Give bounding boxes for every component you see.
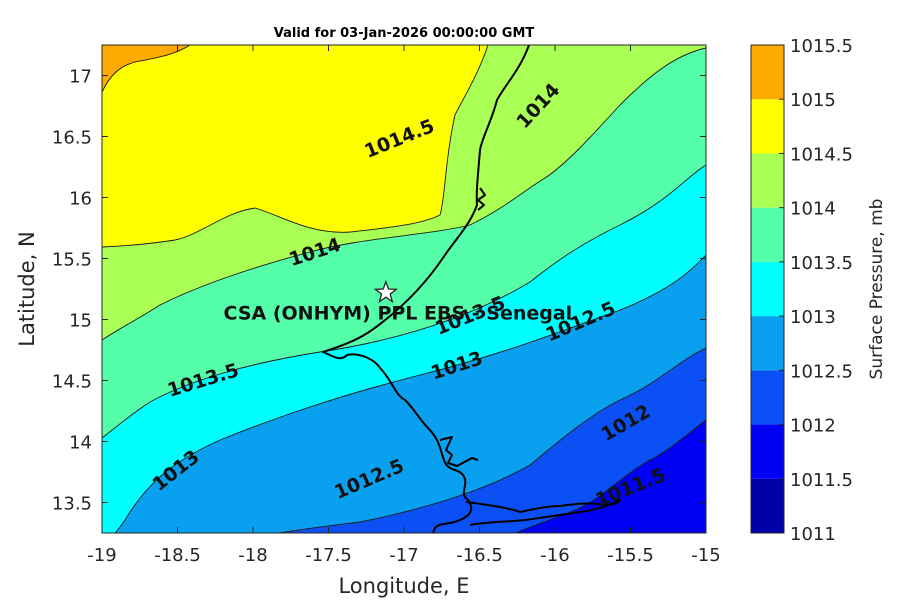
contour-line <box>279 347 706 533</box>
colorbar-tick-label: 1011 <box>790 524 836 545</box>
colorbar-tick-label: 1012.5 <box>790 361 853 382</box>
y-tick-label: 14 <box>69 433 92 454</box>
colorbar-segment <box>751 316 784 371</box>
y-tick-label: 13.5 <box>52 494 92 515</box>
colorbar-tick-label: 1015.5 <box>790 36 853 57</box>
colorbar-tick-label: 1011.5 <box>790 470 853 491</box>
band-1015 <box>102 45 190 92</box>
colorbar-segment <box>751 261 784 317</box>
contour-line <box>102 45 191 93</box>
colorbar-segment <box>751 478 784 533</box>
border-path <box>439 436 479 467</box>
colorbar-segment <box>751 99 784 154</box>
colorbar-tick-label: 1013.5 <box>790 253 853 274</box>
x-tick-label: -17 <box>389 545 418 566</box>
y-tick-label: 17 <box>69 67 92 88</box>
colorbar: 1011 1011.5 1012 1012.5 1013 1013.5 1014 1014.5… <box>750 36 853 545</box>
colorbar-segment <box>751 153 784 208</box>
site: CSA (ONHYM) PPL EBS - Senegal <box>224 279 573 325</box>
chart-title: Valid for 03-Jan-2026 00:00:00 GMT <box>274 26 535 41</box>
x-axis-label: Longitude, E <box>338 574 469 598</box>
x-tick-label: -18 <box>238 545 267 566</box>
y-tick-label: 16.5 <box>52 128 92 149</box>
contour-lines <box>102 45 706 533</box>
contour-line <box>114 254 706 533</box>
colorbar-segment <box>751 370 784 425</box>
colorbar-frame <box>750 44 785 534</box>
x-tick-label: -17.5 <box>305 545 352 566</box>
border-path <box>465 499 621 526</box>
y-axis-label: Latitude, N <box>15 231 39 347</box>
contour-line <box>102 164 706 439</box>
y-tick-label: 14.5 <box>52 372 92 393</box>
colorbar-segment <box>751 207 784 262</box>
x-tick-label: -19 <box>87 545 116 566</box>
coastline <box>322 45 621 533</box>
contour-line <box>514 419 706 533</box>
colorbar-segment <box>751 45 784 100</box>
colorbar-segment <box>751 424 784 479</box>
site-label: CSA (ONHYM) PPL EBS - Senegal <box>224 303 573 325</box>
contour-line <box>102 45 489 248</box>
x-tick-label: -15 <box>691 545 720 566</box>
colorbar-tick-label: 1013 <box>790 307 836 328</box>
colorbar-tick-label: 1014 <box>790 199 836 220</box>
x-tick-label: -15.5 <box>607 545 654 566</box>
colorbar-tick-label: 1014.5 <box>790 144 853 165</box>
colorbar-label: Surface Pressure, mb <box>867 199 887 380</box>
y-axis-ticks: 13.5 14 14.5 15 15.5 16 16.5 17 <box>52 67 706 515</box>
x-tick-label: -18.5 <box>154 545 201 566</box>
site-star-icon <box>373 279 399 304</box>
border-path <box>477 187 486 211</box>
x-tick-label: -16 <box>540 545 569 566</box>
y-tick-label: 15 <box>69 311 92 332</box>
x-tick-label: -16.5 <box>456 545 503 566</box>
y-tick-label: 15.5 <box>52 250 92 271</box>
band-1014.5 <box>102 45 488 247</box>
colorbar-tick-label: 1012 <box>790 416 836 437</box>
y-tick-label: 16 <box>69 189 92 210</box>
x-axis-ticks: -19 -18.5 -18 -17.5 -17 -16.5 -16 -15.5 -15 <box>87 45 721 566</box>
colorbar-tick-label: 1015 <box>790 90 836 111</box>
coastline-path <box>322 45 530 533</box>
